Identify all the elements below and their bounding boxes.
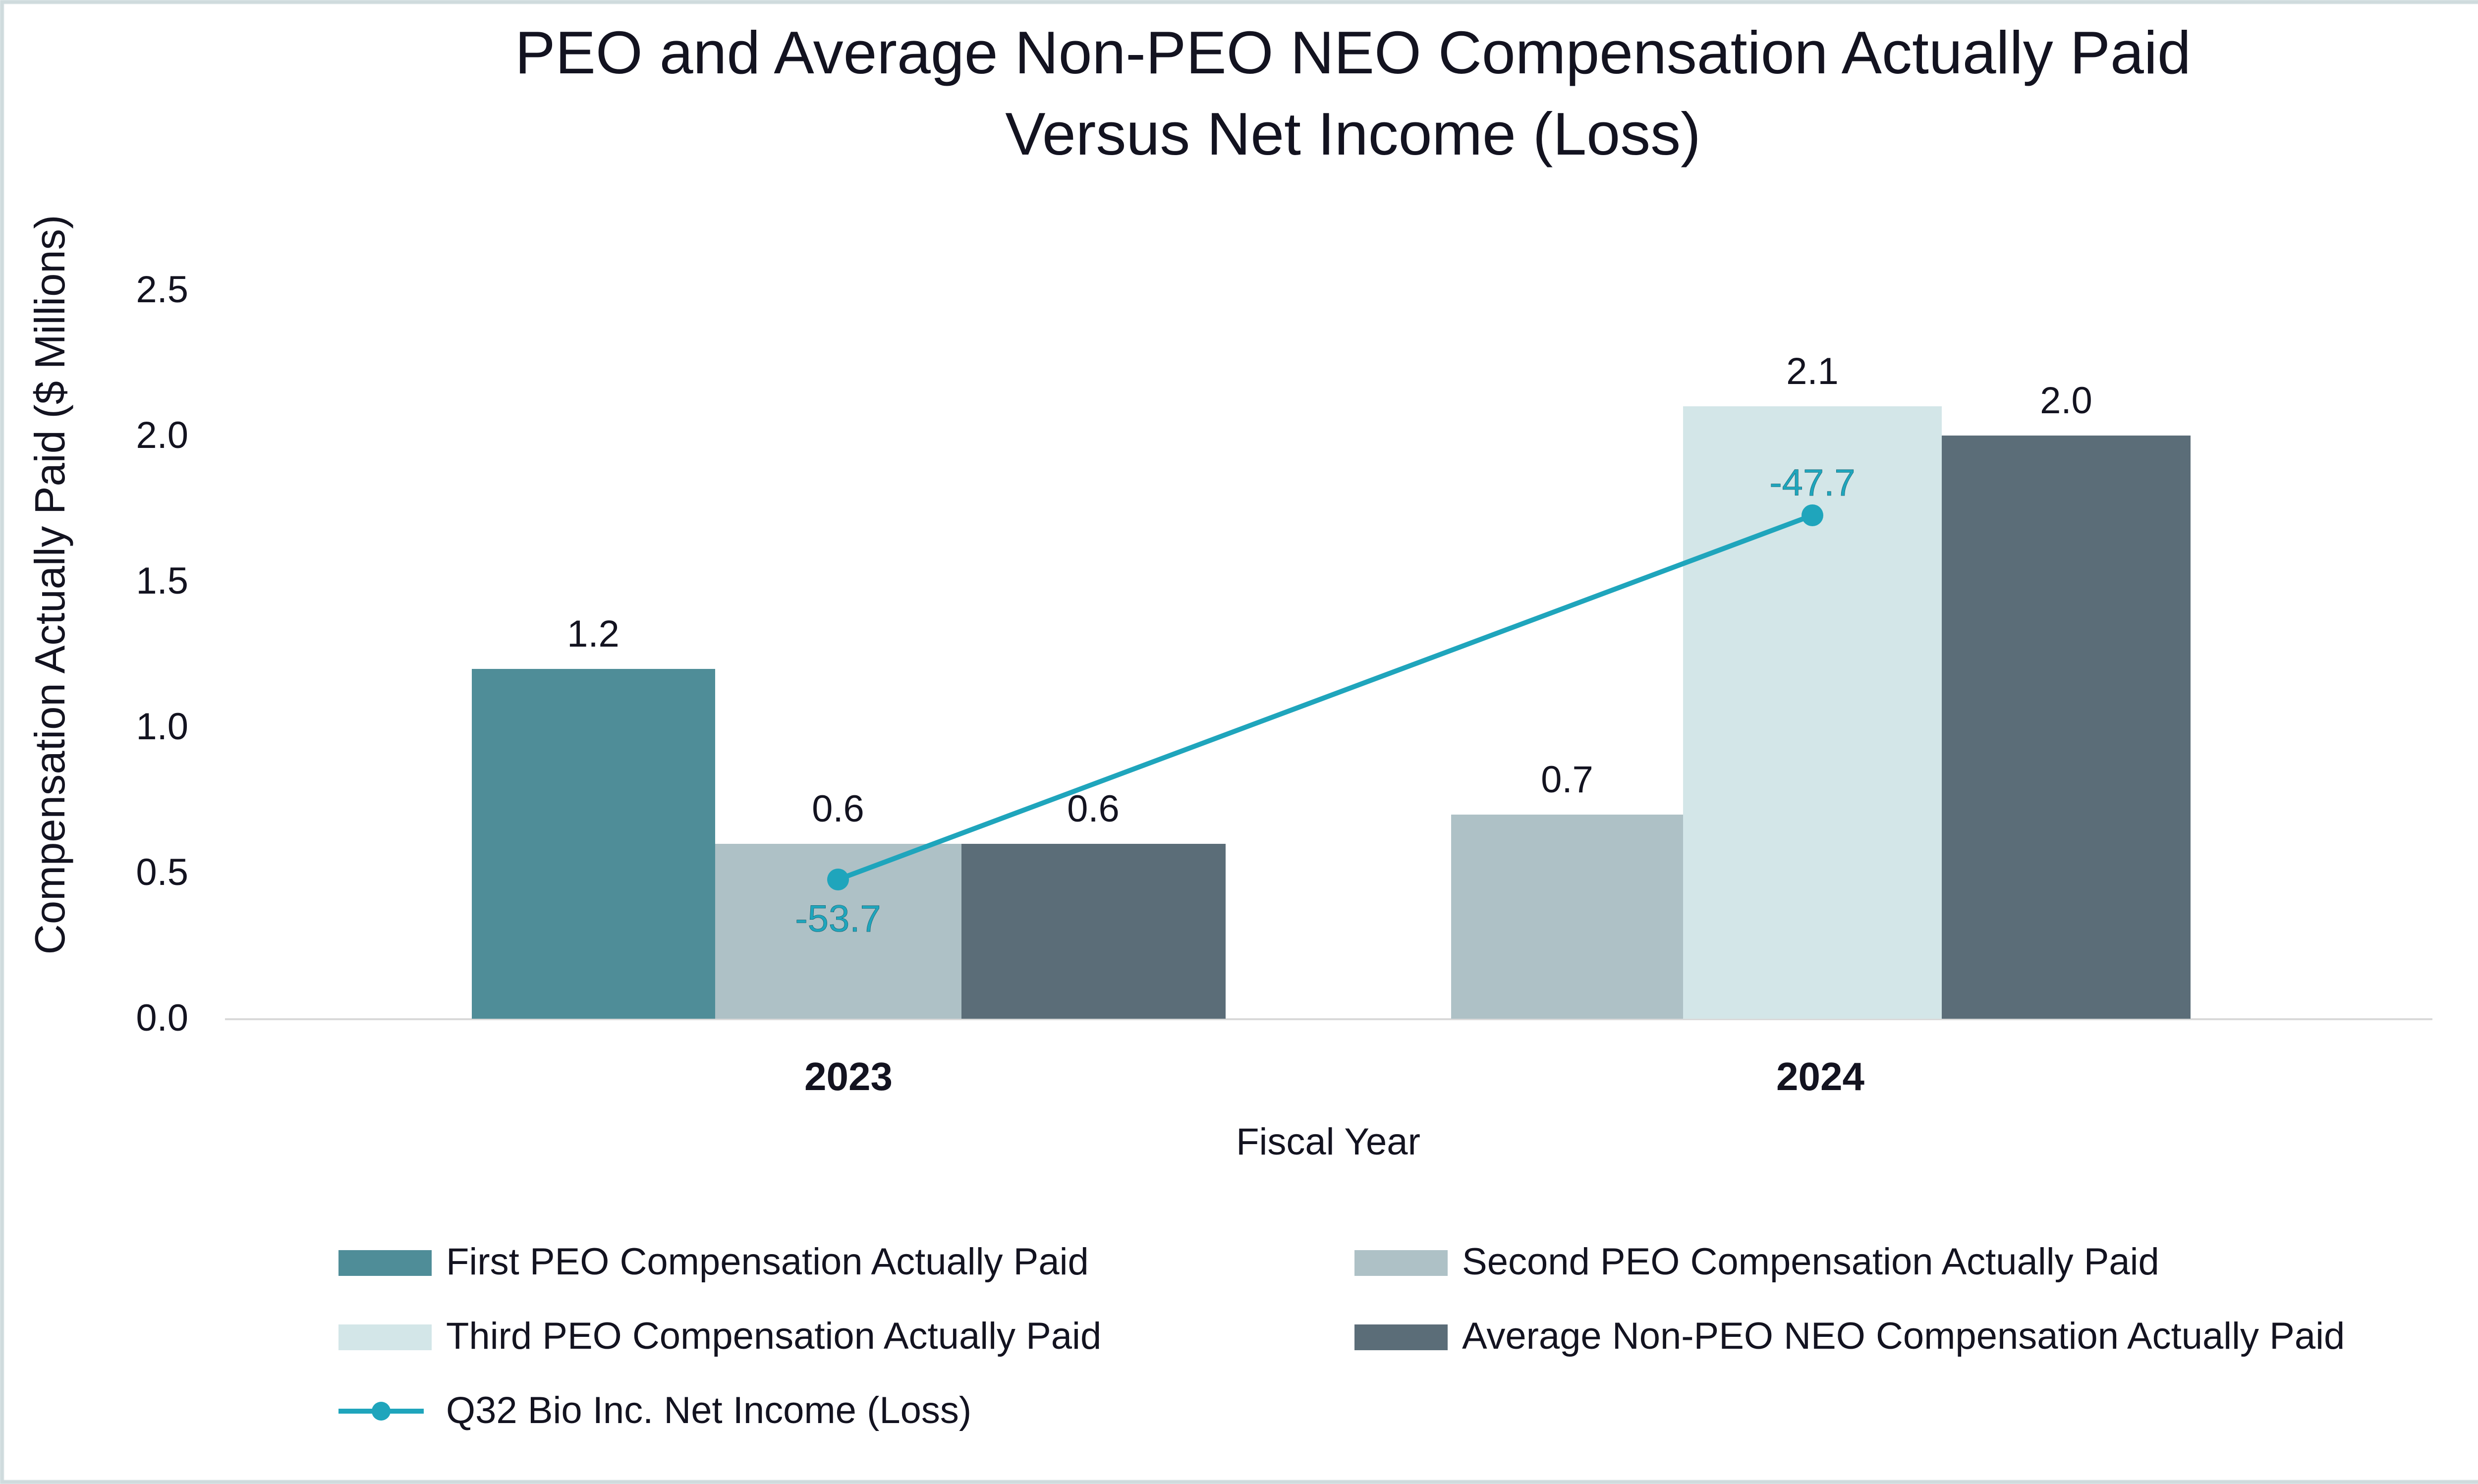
svg-text:First PEO Compensation Actuall: First PEO Compensation Actually Paid: [446, 1241, 1089, 1283]
svg-text:2.0: 2.0: [136, 414, 188, 456]
svg-text:Third PEO Compensation Actuall: Third PEO Compensation Actually Paid: [446, 1315, 1101, 1357]
svg-text:2.5: 2.5: [136, 269, 188, 311]
svg-text:Average Non-PEO NEO Compensati: Average Non-PEO NEO Compensation Actuall…: [1462, 1315, 2345, 1357]
svg-text:1.2: 1.2: [567, 613, 620, 655]
svg-text:Second PEO Compensation Actual: Second PEO Compensation Actually Paid: [1462, 1241, 2159, 1283]
svg-text:-53.7: -53.7: [795, 898, 881, 940]
svg-text:Fiscal Year: Fiscal Year: [1236, 1121, 1420, 1163]
svg-text:0.7: 0.7: [1541, 759, 1593, 801]
svg-text:0.0: 0.0: [136, 997, 188, 1039]
svg-text:2024: 2024: [1776, 1054, 1864, 1099]
svg-text:0.6: 0.6: [812, 788, 864, 830]
svg-text:Compensation Actually Paid ($: Compensation Actually Paid ($ Millions): [27, 215, 74, 955]
svg-text:2.1: 2.1: [1786, 350, 1839, 392]
svg-text:2.0: 2.0: [2040, 380, 2092, 422]
svg-text:0.5: 0.5: [136, 851, 188, 893]
svg-text:1.5: 1.5: [136, 560, 188, 602]
svg-text:Versus Net Income (Loss): Versus Net Income (Loss): [1005, 100, 1701, 167]
svg-text:1.0: 1.0: [136, 706, 188, 748]
svg-text:PEO and Average Non-PEO NEO Co: PEO and Average Non-PEO NEO Compensation…: [515, 19, 2191, 86]
svg-text:2023: 2023: [804, 1054, 893, 1099]
svg-text:0.6: 0.6: [1067, 788, 1120, 830]
svg-text:-47.7: -47.7: [1769, 462, 1855, 504]
svg-text:Q32 Bio Inc. Net Income (Loss): Q32 Bio Inc. Net Income (Loss): [446, 1389, 971, 1431]
